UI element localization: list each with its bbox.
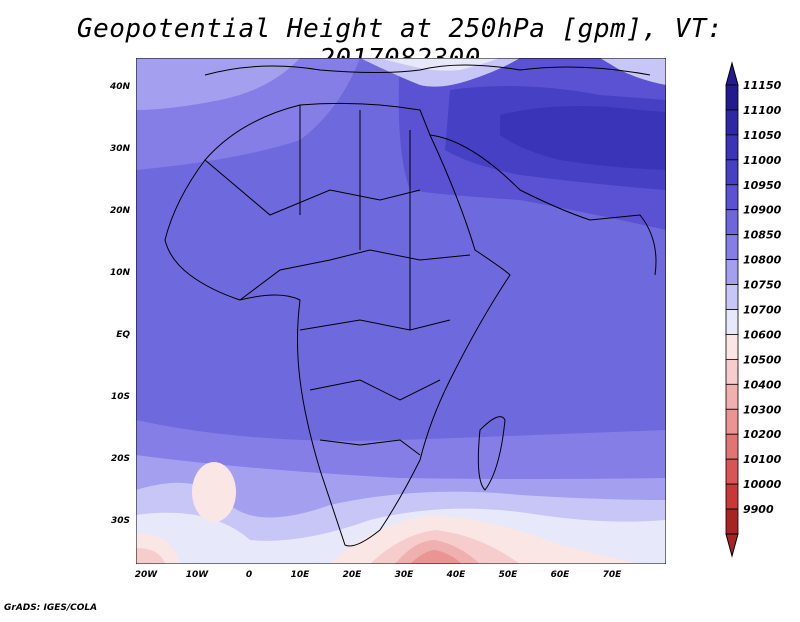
- colorbar-label: 10600: [743, 328, 782, 341]
- colorbar-swatch: [725, 383, 739, 410]
- colorbar-swatch: [725, 408, 739, 435]
- lon-tick-label: 20E: [343, 570, 363, 580]
- colorbar-label: 10900: [743, 204, 782, 217]
- colorbar: 11150 11100 11050 11000 10950 10900 10850 10800…: [725, 61, 782, 558]
- colorbar-swatch: [725, 234, 739, 261]
- colorbar-label: 11050: [743, 129, 782, 142]
- colorbar-label: 10300: [743, 403, 782, 416]
- colorbar-label: 10100: [743, 453, 782, 466]
- colorbar-label: 10950: [743, 179, 782, 192]
- latitude-axis: 40N 30N 20N 10N EQ 10S 20S 30S: [109, 82, 131, 526]
- lat-tick-label: 10S: [111, 392, 130, 402]
- colorbar-label: 10400: [743, 378, 782, 391]
- colorbar-swatch: [725, 209, 739, 236]
- lat-tick-label: 20N: [110, 206, 131, 216]
- lon-tick-label: 10W: [186, 570, 210, 580]
- lat-tick-label: 10N: [110, 268, 131, 278]
- lon-tick-label: 40E: [446, 570, 467, 580]
- colorbar-label: 11000: [743, 154, 782, 167]
- lon-tick-label: 0: [246, 570, 252, 580]
- lat-tick-label: 30N: [110, 144, 131, 154]
- colorbar-label: 10500: [743, 353, 782, 366]
- colorbar-label: 10700: [743, 304, 782, 317]
- lon-tick-label: 10E: [291, 570, 311, 580]
- longitude-axis: 20W 10W 0 10E 20E 30E 40E 50E 60E 70E: [135, 570, 622, 580]
- height-field: [136, 58, 666, 564]
- lon-tick-label: 60E: [551, 570, 571, 580]
- colorbar-swatch: [725, 84, 739, 111]
- colorbar-label: 10750: [743, 279, 782, 292]
- colorbar-swatch: [725, 433, 739, 460]
- colorbar-label: 11100: [743, 104, 782, 117]
- lon-tick-label: 30E: [395, 570, 415, 580]
- colorbar-swatch: [725, 109, 739, 136]
- lat-tick-label: 20S: [111, 454, 130, 464]
- colorbar-swatch: [725, 134, 739, 161]
- colorbar-label: 11150: [743, 79, 782, 92]
- lat-tick-label: EQ: [116, 330, 130, 340]
- colorbar-swatch: [725, 508, 739, 535]
- colorbar-label: 10000: [743, 478, 782, 491]
- colorbar-swatch: [725, 483, 739, 510]
- lon-tick-label: 50E: [499, 570, 519, 580]
- lon-tick-label: 20W: [135, 570, 159, 580]
- colorbar-label: 10200: [743, 428, 782, 441]
- colorbar-arrow-top: [725, 61, 739, 86]
- lon-tick-label: 70E: [603, 570, 623, 580]
- colorbar-swatch: [725, 334, 739, 360]
- colorbar-label: 9900: [743, 503, 774, 516]
- colorbar-arrow-bottom: [725, 533, 739, 558]
- colorbar-swatch: [725, 309, 739, 335]
- colorbar-label: 10850: [743, 229, 782, 242]
- colorbar-swatch: [725, 159, 739, 186]
- lat-tick-label: 30S: [111, 516, 130, 526]
- colorbar-swatch: [725, 259, 739, 285]
- lat-tick-label: 40N: [109, 82, 131, 92]
- grads-credit: GrADS: IGES/COLA: [4, 603, 98, 613]
- colorbar-swatch: [725, 284, 739, 310]
- colorbar-swatch: [725, 458, 739, 485]
- colorbar-label: 10800: [743, 254, 782, 267]
- colorbar-swatch: [725, 358, 739, 385]
- colorbar-swatch: [725, 184, 739, 211]
